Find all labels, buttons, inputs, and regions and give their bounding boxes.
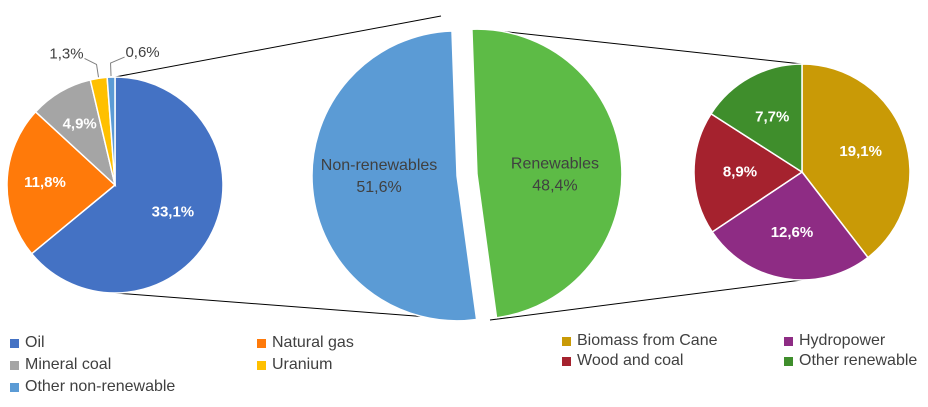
legend-swatch [784,336,793,346]
connector-line [489,29,803,65]
data-label-non-renewables: 51,6% [356,179,401,196]
legend-item-mineral-coal: Mineral coal [10,356,111,374]
category-label-non-renewables: Non-renewables [321,157,438,174]
legend-label: Wood and coal [577,352,684,369]
data-label-uranium: 1,3% [49,45,83,62]
legend-item-oil: Oil [10,334,45,352]
legend-label: Natural gas [272,334,354,351]
legend-label: Hydropower [799,332,886,349]
slice-natural-gas [6,110,117,255]
legend-label: Biomass from Cane [577,332,718,349]
slice-biomass-from-cane [801,63,911,259]
legend-item-hydropower: Hydropower [784,332,885,350]
connector-line [114,292,468,321]
legend-item-other-non-renewable: Other non-renewable [10,378,175,396]
slice-oil [30,76,224,294]
connector-line [114,15,442,78]
slice-hydropower [711,170,870,281]
legend-label: Other renewable [799,352,918,369]
connector-line [489,279,803,321]
leader-line-other-non-renewable [110,56,125,77]
leader-line-uranium [84,57,99,78]
legend-label: Uranium [272,356,333,373]
data-label-natural-gas: 11,8% [24,174,66,191]
slice-renewables [471,28,623,319]
legend-item-other-renewable: Other renewable [784,352,917,370]
legend-label: Mineral coal [25,356,112,373]
legend-swatch [257,360,266,370]
data-label-biomass-from-cane: 19,1% [839,143,882,160]
slice-non-renewables [311,30,478,322]
non-renewable-pie: 33,1% 11,8% 4,9% 1,3% 0,6% [6,44,224,294]
data-label-other-renewable: 7,7% [755,109,789,126]
legend-swatch [562,356,571,366]
legend-item-natural-gas: Natural gas [257,334,354,352]
legend-swatch [10,382,19,392]
energy-share-pie: Renewables 48,4% Non-renewables 51,6% [311,28,623,322]
slice-other-renewable [709,63,803,174]
legend-swatch [10,338,19,348]
legend-swatch [10,360,19,370]
legend-label: Oil [25,334,45,351]
data-label-wood-and-coal: 8,9% [723,164,757,181]
renewable-pie: 19,1% 12,6% 8,9% 7,7% [693,63,911,281]
legend-swatch [784,356,793,366]
legend-label: Other non-renewable [25,378,176,395]
legend-item-uranium: Uranium [257,356,332,374]
legend-item-biomass-from-cane: Biomass from Cane [562,332,718,350]
legend-swatch [257,338,266,348]
data-label-hydropower: 12,6% [771,224,814,241]
data-label-mineral-coal: 4,9% [63,116,97,133]
data-label-oil: 33,1% [152,203,195,220]
data-label-renewables: 48,4% [532,177,577,194]
connector-lines [114,15,803,321]
legend-swatch [562,336,571,346]
category-label-renewables: Renewables [511,155,599,172]
slice-wood-and-coal [693,112,804,234]
data-label-other-non-renewable: 0,6% [125,44,159,61]
slice-other-non-renewable [106,76,116,186]
legend-item-wood-and-coal: Wood and coal [562,352,683,370]
